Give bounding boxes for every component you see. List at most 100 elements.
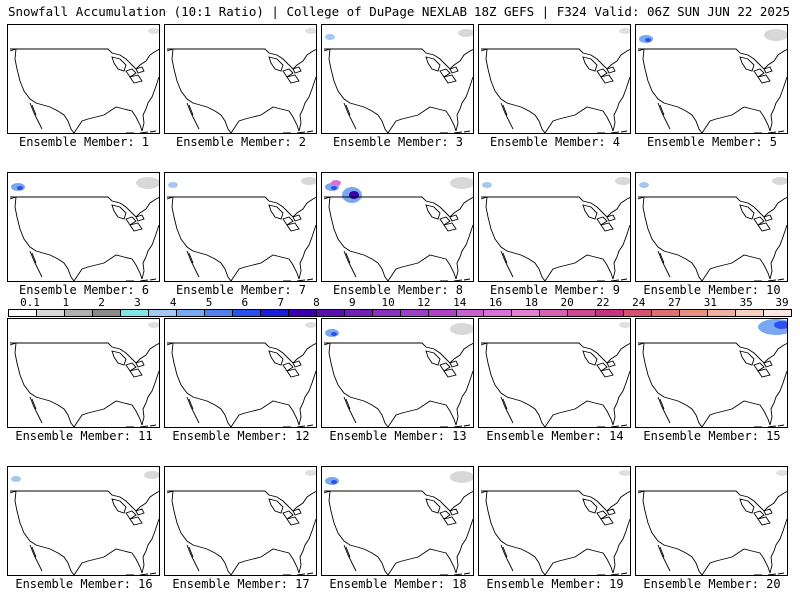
ensemble-member-map	[478, 172, 631, 282]
map-outline	[637, 29, 787, 133]
colorbar-tick-label: 2	[98, 296, 105, 309]
ensemble-member-label: Ensemble Member: 4	[489, 135, 621, 149]
colorbar-swatch	[64, 310, 93, 316]
ensemble-member-map	[321, 318, 474, 428]
colorbar-tick-label: 4	[169, 296, 177, 309]
map-outline	[166, 322, 316, 427]
ensemble-member-label: Ensemble Member: 14	[486, 429, 624, 443]
chart-title: Snowfall Accumulation (10:1 Ratio) | Col…	[8, 4, 468, 19]
colorbar-tick-label: 35	[739, 296, 753, 309]
ensemble-member-map	[635, 172, 788, 282]
ensemble-member-map	[635, 466, 788, 576]
ensemble-member-label: Ensemble Member: 20	[643, 577, 781, 591]
colorbar-tick-label: 0.1	[20, 296, 40, 309]
ensemble-member-label: Ensemble Member: 19	[486, 577, 624, 591]
map-outline	[9, 177, 159, 281]
colorbar-swatch	[540, 310, 569, 316]
colorbar-tick-label: 27	[667, 296, 682, 309]
colorbar-swatch	[652, 310, 681, 316]
ensemble-member-map	[478, 318, 631, 428]
colorbar-swatch	[9, 310, 37, 316]
colorbar-swatch	[400, 310, 429, 316]
map-outline	[480, 470, 630, 575]
colorbar-tick-label: 22	[596, 296, 610, 309]
map-outline	[166, 28, 316, 133]
ensemble-member-map	[164, 172, 317, 282]
colorbar-swatch	[372, 310, 401, 316]
ensemble-member-label: Ensemble Member: 8	[332, 283, 464, 297]
ensemble-member-map	[164, 24, 317, 134]
ensemble-member-map	[7, 318, 160, 428]
colorbar-swatch	[764, 310, 792, 316]
map-outline	[323, 29, 473, 133]
map-outline	[166, 177, 316, 281]
colorbar-tick-label: 24	[632, 296, 646, 309]
map-outline	[166, 470, 316, 575]
colorbar-tick-label: 8	[313, 296, 320, 309]
colorbar-tick-label: 31	[703, 296, 717, 309]
colorbar-tick-label: 6	[241, 296, 249, 309]
colorbar-swatch	[344, 310, 373, 316]
model-valid-time: 18Z GEFS | F324 Valid: 06Z SUN JUN 22 20…	[473, 4, 790, 19]
ensemble-member-label: Ensemble Member: 1	[18, 135, 150, 149]
colorbar-swatch	[204, 310, 233, 316]
map-outline	[637, 177, 787, 281]
map-outline	[9, 28, 159, 133]
ensemble-member-map	[164, 466, 317, 576]
colorbar-swatch	[176, 310, 205, 316]
ensemble-member-label: Ensemble Member: 12	[172, 429, 310, 443]
colorbar-swatch	[232, 310, 261, 316]
colorbar-tick-label: 5	[205, 296, 213, 309]
ensemble-member-map	[635, 318, 788, 428]
ensemble-member-label: Ensemble Member: 6	[18, 283, 150, 297]
colorbar-swatch	[148, 310, 177, 316]
colorbar-swatch	[512, 310, 541, 316]
map-outline	[9, 471, 159, 575]
colorbar-tick-label: 10	[381, 296, 395, 309]
snowfall-colorbar	[8, 309, 792, 317]
ensemble-member-map	[321, 24, 474, 134]
ensemble-member-map	[7, 24, 160, 134]
ensemble-member-label: Ensemble Member: 3	[332, 135, 464, 149]
colorbar-swatch	[456, 310, 485, 316]
map-outline	[323, 177, 473, 281]
colorbar-tick-label: 20	[560, 296, 574, 309]
colorbar-tick-label: 16	[488, 296, 503, 309]
map-outline	[323, 323, 473, 427]
colorbar-swatch	[260, 310, 289, 316]
colorbar-tick-label: 39	[775, 296, 789, 309]
colorbar-tick-label: 14	[453, 296, 467, 309]
ensemble-member-label: Ensemble Member: 15	[643, 429, 781, 443]
map-outline	[480, 28, 630, 133]
ensemble-member-label: Ensemble Member: 2	[175, 135, 307, 149]
ensemble-member-label: Ensemble Member: 11	[15, 429, 153, 443]
colorbar-swatch	[428, 310, 457, 316]
ensemble-member-label: Ensemble Member: 7	[175, 283, 307, 297]
colorbar-swatch	[36, 310, 65, 316]
map-outline	[9, 322, 159, 427]
colorbar-swatch	[596, 310, 625, 316]
colorbar-tick-label: 3	[134, 296, 141, 309]
ensemble-member-map	[321, 172, 474, 282]
ensemble-member-map	[7, 172, 160, 282]
ensemble-member-map	[635, 24, 788, 134]
ensemble-member-label: Ensemble Member: 16	[15, 577, 153, 591]
ensemble-member-label: Ensemble Member: 17	[172, 577, 310, 591]
colorbar-swatch	[680, 310, 709, 316]
ensemble-member-label: Ensemble Member: 13	[329, 429, 467, 443]
colorbar-tick-label: 9	[348, 296, 356, 309]
ensemble-member-label: Ensemble Member: 10	[643, 283, 781, 297]
ensemble-member-label: Ensemble Member: 5	[646, 135, 778, 149]
ensemble-member-map	[321, 466, 474, 576]
colorbar-tick-label: 1	[62, 296, 70, 309]
colorbar-swatch	[484, 310, 513, 316]
ensemble-member-map	[478, 24, 631, 134]
colorbar-swatch	[288, 310, 317, 316]
ensemble-member-label: Ensemble Member: 18	[329, 577, 467, 591]
colorbar-swatch	[568, 310, 597, 316]
ensemble-member-map	[478, 466, 631, 576]
colorbar-swatch	[92, 310, 121, 316]
colorbar-tick-label: 12	[417, 296, 431, 309]
colorbar-swatch	[708, 310, 737, 316]
colorbar-swatch	[120, 310, 149, 316]
